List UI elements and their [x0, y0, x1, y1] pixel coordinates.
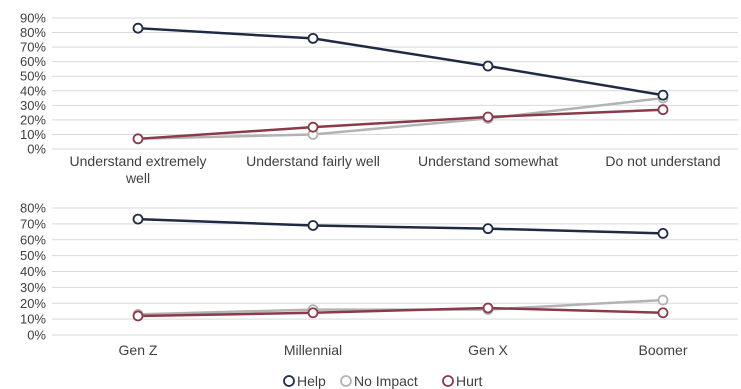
y-tick-label: 0% — [27, 328, 46, 343]
y-tick-label: 60% — [20, 54, 46, 69]
x-category-label: well — [125, 170, 150, 186]
x-category-label: Understand extremely — [70, 153, 207, 169]
y-tick-label: 40% — [20, 264, 46, 279]
y-tick-label: 30% — [20, 98, 46, 113]
y-tick-label: 50% — [20, 69, 46, 84]
x-category-label: Boomer — [638, 342, 687, 358]
x-category-label: Understand fairly well — [246, 153, 380, 169]
legend-marker-help — [283, 375, 295, 387]
data-point-hurt — [482, 111, 494, 123]
data-point-hurt — [307, 121, 319, 133]
series-line-no-impact — [136, 96, 665, 141]
series-line-hurt — [136, 306, 665, 318]
data-point-help — [132, 213, 144, 225]
x-category-label: Millennial — [284, 342, 342, 358]
data-point-hurt — [657, 307, 669, 319]
data-point-help — [482, 60, 494, 72]
data-point-hurt — [657, 104, 669, 116]
chart-panel-1: 0%10%20%30%40%50%60%70%80%90% Understand … — [20, 11, 738, 186]
series-line-help — [136, 217, 665, 235]
chart-panel-2: 0%10%20%30%40%50%60%70%80% Gen Z Millennia… — [20, 201, 738, 358]
y-tick-label: 20% — [20, 296, 46, 311]
y-tick-label: 40% — [20, 83, 46, 98]
x-category-label: Do not understand — [605, 153, 720, 169]
x-category-label: Gen Z — [119, 342, 158, 358]
y-tick-label: 0% — [27, 142, 46, 157]
data-point-hurt — [132, 310, 144, 322]
series-line-help — [136, 26, 665, 97]
y-tick-label: 30% — [20, 280, 46, 295]
y-tick-label: 10% — [20, 312, 46, 327]
data-point-hurt — [132, 133, 144, 145]
x-category-label: Gen X — [468, 342, 508, 358]
legend-marker-hurt — [442, 375, 454, 387]
series-line-no-impact — [136, 298, 665, 316]
y-tick-label: 80% — [20, 25, 46, 40]
legend-label-help: Help — [297, 373, 326, 389]
data-point-hurt — [482, 302, 494, 314]
x-category-label: Understand somewhat — [418, 153, 558, 169]
y-tick-label: 90% — [20, 11, 46, 26]
series-line-hurt — [136, 108, 665, 141]
data-point-help — [307, 220, 319, 231]
y-tick-label: 70% — [20, 40, 46, 55]
data-point-help — [657, 227, 669, 239]
data-point-help — [132, 22, 144, 34]
legend: Help No Impact Hurt — [283, 373, 483, 389]
data-point-hurt — [307, 307, 319, 319]
y-tick-label: 20% — [20, 112, 46, 127]
data-point-help — [657, 89, 669, 101]
y-tick-label: 10% — [20, 127, 46, 142]
legend-marker-no-impact — [340, 375, 352, 387]
data-point-no-impact — [657, 294, 669, 306]
legend-label-no-impact: No Impact — [354, 373, 418, 389]
y-tick-label: 50% — [20, 248, 46, 263]
y-tick-label: 80% — [20, 201, 46, 216]
y-tick-label: 70% — [20, 216, 46, 231]
y-tick-label: 60% — [20, 232, 46, 247]
legend-label-hurt: Hurt — [456, 373, 483, 389]
data-point-help — [307, 32, 319, 44]
data-point-help — [482, 223, 494, 235]
